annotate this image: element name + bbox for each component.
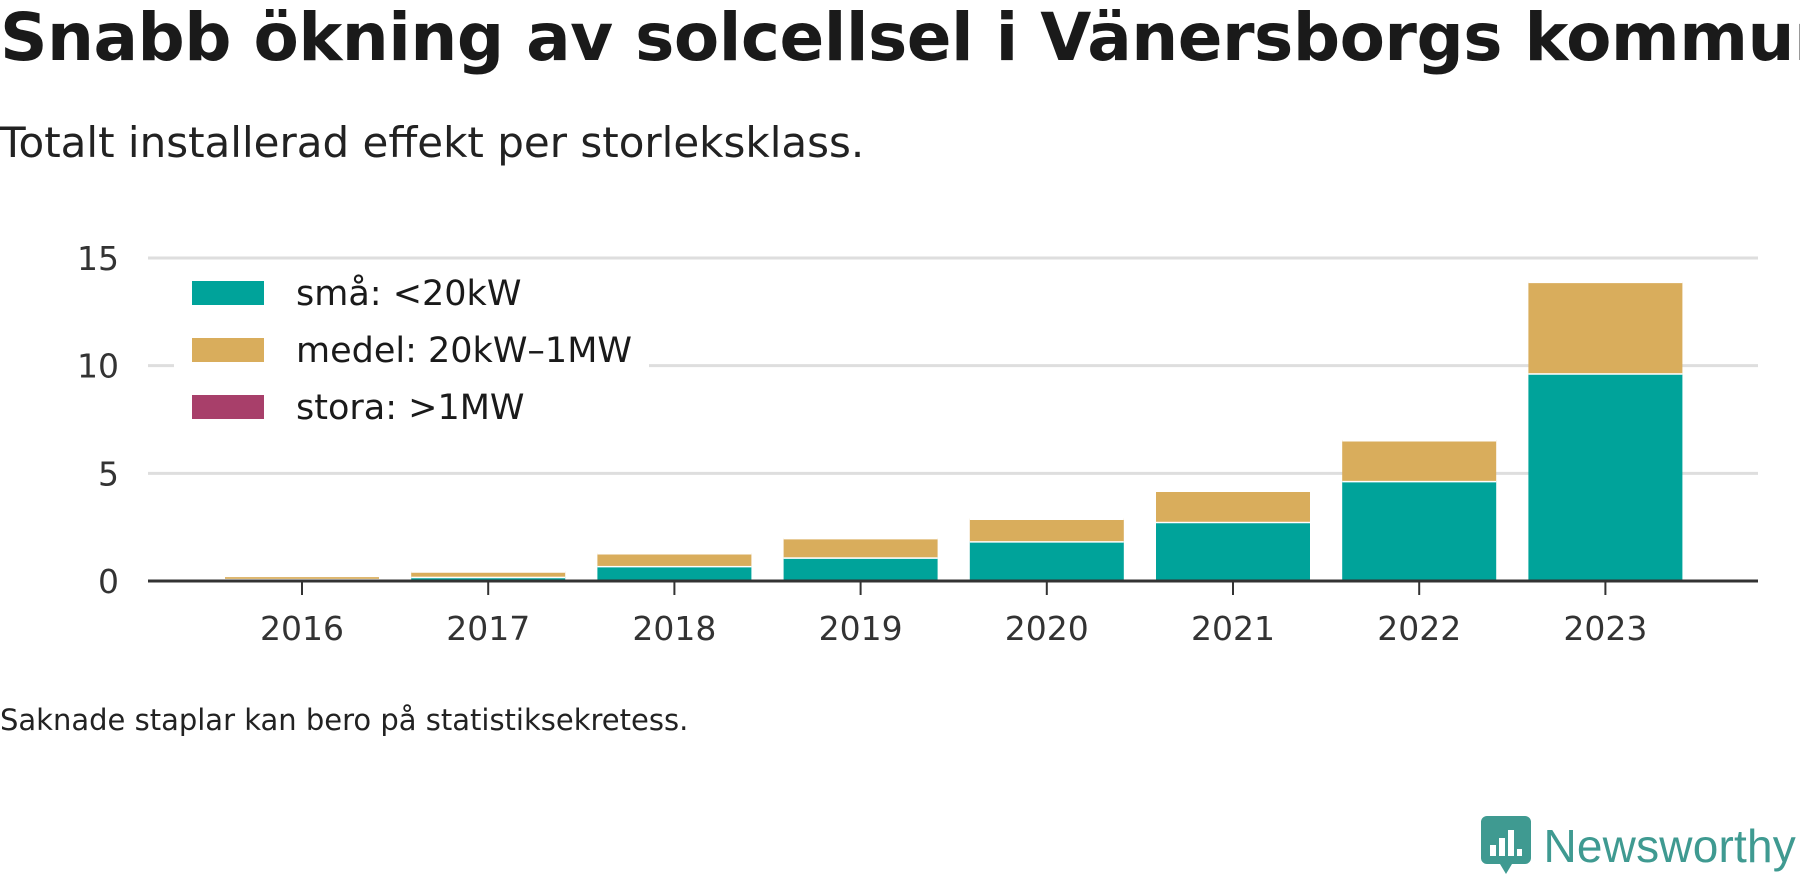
x-tick-label: 2018 xyxy=(632,609,716,648)
x-tick-label: 2022 xyxy=(1377,609,1461,648)
bar-segment xyxy=(1528,373,1683,581)
bar-segment xyxy=(783,557,938,581)
x-tick-label: 2017 xyxy=(446,609,530,648)
legend-label: stora: >1MW xyxy=(296,388,525,428)
legend-swatch xyxy=(192,395,264,419)
stacked-bar-chart: 0 5 10 15 2016 2017 2018 2019 2020 2021 2022 2023 sm… xyxy=(77,239,1758,648)
bar-segment xyxy=(969,518,1124,542)
x-tick-label: 2019 xyxy=(819,609,903,648)
footnote: Saknade staplar kan bero på statistiksek… xyxy=(0,703,689,737)
legend-swatch xyxy=(192,281,264,305)
x-tick-label: 2021 xyxy=(1191,609,1275,648)
bar-segment xyxy=(411,576,566,581)
bar-segment xyxy=(1342,480,1497,581)
newsworthy-logo-icon xyxy=(1481,816,1532,874)
y-tick-label: 5 xyxy=(98,454,119,493)
x-tick-label: 2020 xyxy=(1005,609,1089,648)
brand-name: Newsworthy xyxy=(1543,820,1796,872)
legend-label: små: <20kW xyxy=(296,273,521,314)
bar-segment xyxy=(411,571,566,577)
newsworthy-brand: Newsworthy xyxy=(1481,815,1796,877)
x-tick-label: 2016 xyxy=(260,609,344,648)
chart-subtitle: Totalt installerad effekt per storlekskl… xyxy=(0,118,865,167)
y-tick-label: 15 xyxy=(77,239,119,278)
bar-segment xyxy=(783,537,938,558)
bar-segment xyxy=(597,553,752,566)
bar-segment xyxy=(1342,439,1497,481)
legend-label: medel: 20kW–1MW xyxy=(296,331,632,371)
bar-segment xyxy=(969,541,1124,581)
x-tick-label: 2023 xyxy=(1563,609,1647,648)
bar-segment xyxy=(1528,281,1683,374)
y-tick-label: 10 xyxy=(77,347,119,386)
bar-segment xyxy=(597,565,752,581)
bar-segment xyxy=(1156,521,1310,581)
y-tick-label: 0 xyxy=(98,562,119,601)
bar-segment xyxy=(1156,490,1310,522)
legend-swatch xyxy=(192,338,264,362)
chart-title: Snabb ökning av solcellsel i Vänersborgs… xyxy=(0,0,1800,76)
bar-segment xyxy=(225,575,379,579)
